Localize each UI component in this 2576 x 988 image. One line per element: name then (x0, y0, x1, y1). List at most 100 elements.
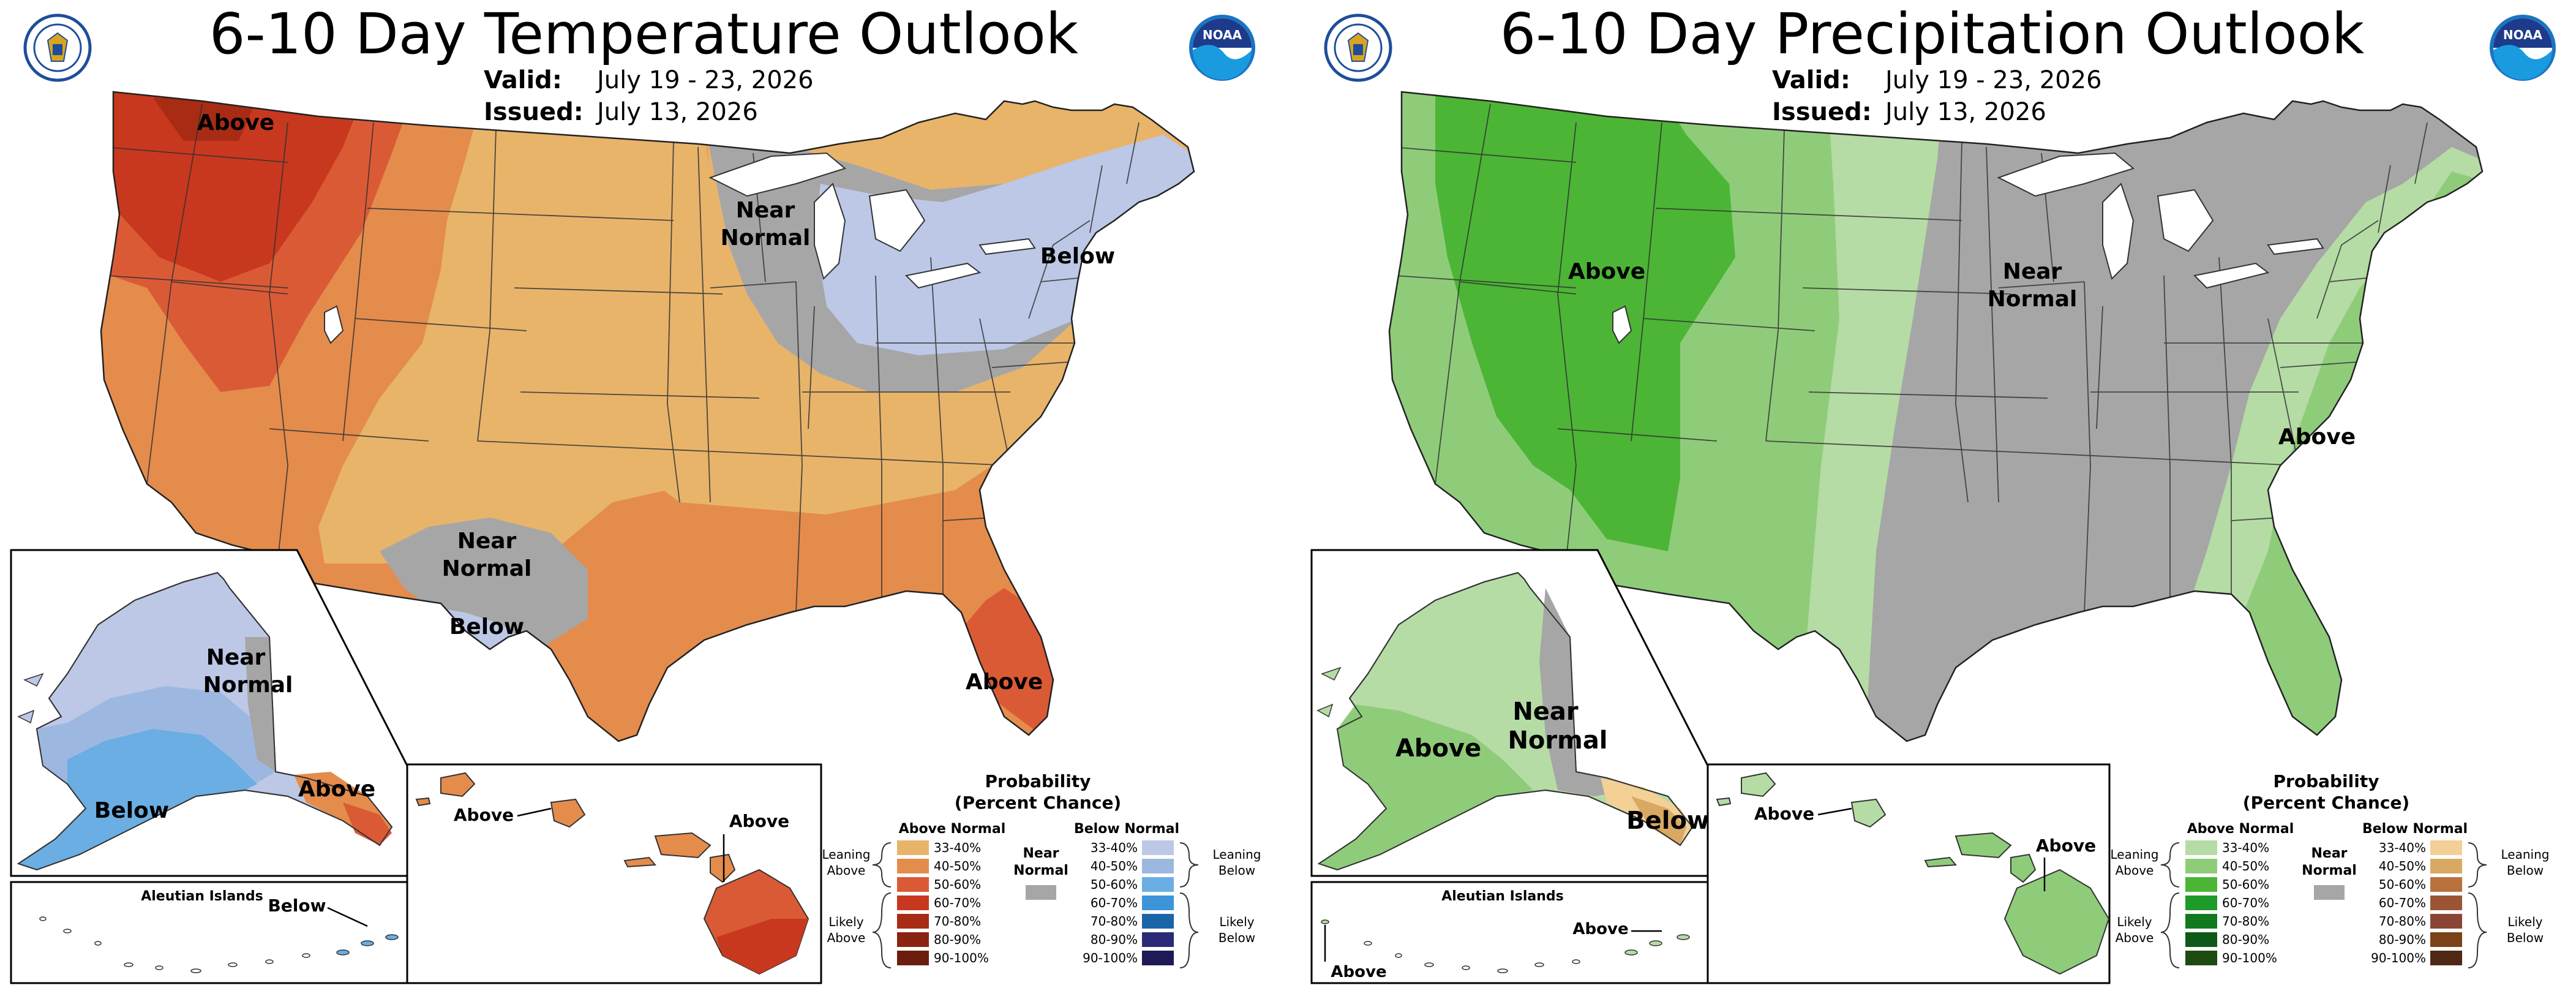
alaska-inset: Near Normal Below Above (10, 549, 408, 877)
label-hi-above-left: Above (454, 805, 514, 825)
legend-below-header: Below Normal (2362, 821, 2468, 837)
swatch-above-50-60 (2185, 877, 2217, 892)
bin-label: 80-90% (934, 932, 981, 947)
legend-subheading: (Percent Chance) (955, 793, 1121, 813)
bin-label: 60-70% (934, 896, 981, 910)
legend-normal: Normal (2302, 863, 2357, 878)
valid-value: July 19 - 23, 2026 (1885, 66, 2102, 94)
temperature-legend-below-groups: Leaning Below Likely Below (1213, 847, 1261, 945)
swatch-below-50-60 (2430, 877, 2462, 892)
bin-label: 50-60% (1091, 877, 1138, 892)
legend-likely: Likely (1219, 914, 1254, 929)
legend-leaning-above: Above (2116, 863, 2154, 878)
bin-label: 80-90% (2222, 932, 2269, 947)
swatch-above-90-100 (897, 951, 929, 965)
noaa-logo-icon: NOAA (1189, 15, 1255, 81)
bin-label: 60-70% (1091, 896, 1138, 910)
precipitation-legend-above-groups: Leaning Above Likely Above (2111, 847, 2159, 945)
temperature-title: 6-10 Day Temperature Outlook (209, 1, 1079, 67)
alaska-inset: Above Near Normal Below (1310, 549, 1710, 877)
bin-label: 60-70% (2222, 896, 2269, 910)
legend-likely-above: Above (2116, 930, 2154, 945)
legend-subheading: (Percent Chance) (2243, 793, 2409, 813)
label-ak-below: Below (1626, 807, 1710, 835)
swatch-below-40-50 (2430, 859, 2462, 873)
label-ak-normal: Normal (1508, 726, 1607, 755)
precipitation-legend-below-swatches (2430, 840, 2462, 965)
great-lakes (324, 152, 1036, 344)
aleutian-inset: Aleutian Islands Below (10, 881, 408, 984)
label-hi-above-right: Above (2036, 835, 2096, 856)
label-ak-below: Below (94, 798, 169, 823)
issued-label: Issued: (1772, 98, 1872, 126)
legend-likely-below: Below (1219, 930, 1255, 945)
swatch-above-33-40 (2185, 840, 2217, 855)
state-borders (103, 104, 1164, 613)
swatch-above-70-80 (897, 914, 929, 929)
bin-label: 70-80% (1091, 914, 1138, 929)
label-fl-above: Above (966, 669, 1043, 695)
swatch-above-40-50 (897, 859, 929, 873)
swatch-above-40-50 (2185, 859, 2217, 873)
noaa-logo-icon: NOAA (2490, 15, 2556, 81)
aleutian-title: Aleutian Islands (1441, 889, 1564, 904)
precipitation-map: Above Near Normal Above Above Near Norma… (1310, 91, 2549, 984)
bin-label: 70-80% (2222, 914, 2269, 929)
legend-likely-below: Below (2507, 930, 2544, 945)
temperature-valid-line: Valid: July 19 - 23, 2026 (484, 66, 814, 94)
swatch-below-80-90 (2430, 932, 2462, 947)
label-ne-below: Below (1040, 244, 1115, 269)
bin-label: 70-80% (934, 914, 981, 929)
precipitation-issued-line: Issued: July 13, 2026 (1772, 98, 2046, 126)
bin-label: 33-40% (1091, 840, 1138, 855)
label-mid-near: Near (2003, 259, 2062, 284)
svg-text:NOAA: NOAA (2503, 28, 2543, 42)
temperature-issued-line: Issued: July 13, 2026 (484, 98, 758, 126)
label-ak-above: Above (298, 777, 375, 802)
legend-near: Near (1023, 846, 1059, 861)
swatch-near-normal (1026, 885, 1056, 900)
precipitation-valid-line: Valid: July 19 - 23, 2026 (1772, 66, 2102, 94)
bin-label: 50-60% (2379, 877, 2426, 892)
swatch-below-33-40 (2430, 840, 2462, 855)
label-tx-near: Near (457, 529, 517, 554)
issued-label: Issued: (484, 98, 584, 126)
precipitation-outlook-panel: 6-10 Day Precipitation Outlook Valid: Jul… (1288, 0, 2576, 988)
precipitation-legend-below-bins: 33-40% 40-50% 50-60% 60-70% 70-80% 80-90… (2371, 840, 2426, 965)
valid-label: Valid: (484, 66, 562, 94)
swatch-below-90-100 (1142, 951, 1174, 965)
legend-leaning: Leaning (1213, 847, 1261, 862)
legend-likely-above: Above (827, 930, 866, 945)
aleutian-inset: Aleutian Islands Above Above (1310, 881, 1709, 984)
legend-leaning: Leaning (822, 847, 871, 862)
precipitation-legend: Probability (Percent Chance) Above Norma… (2111, 771, 2549, 968)
temperature-legend-above-swatches (897, 840, 929, 965)
temperature-outlook-panel: 6-10 Day Temperature Outlook Valid: July … (10, 1, 1261, 984)
label-aleutian-below: Below (268, 896, 326, 916)
bin-label: 80-90% (2379, 932, 2426, 947)
swatch-below-40-50 (1142, 859, 1174, 873)
temperature-map: Above Near Normal Below Near Normal Belo… (10, 91, 1261, 984)
commerce-seal-icon (23, 13, 92, 82)
valid-label: Valid: (1772, 66, 1850, 94)
bin-label: 33-40% (934, 840, 981, 855)
legend-leaning-above: Above (827, 863, 866, 878)
issued-value: July 13, 2026 (1885, 98, 2046, 126)
swatch-below-60-70 (1142, 896, 1174, 910)
bin-label: 70-80% (2379, 914, 2426, 929)
bin-label: 50-60% (934, 877, 981, 892)
temperature-legend: Probability (Percent Chance) Above Norma… (822, 771, 1261, 968)
bin-label: 90-100% (2222, 951, 2277, 965)
bin-label: 80-90% (1091, 932, 1138, 947)
swatch-above-60-70 (897, 896, 929, 910)
label-se-above: Above (2278, 424, 2356, 450)
label-ak-near: Near (1512, 698, 1579, 726)
issued-value: July 13, 2026 (597, 98, 758, 126)
legend-heading: Probability (985, 771, 1091, 791)
legend-leaning-below: Below (1219, 863, 1255, 878)
swatch-near-normal (2314, 885, 2345, 900)
legend-above-header: Above Normal (2187, 821, 2294, 837)
bin-label: 33-40% (2379, 840, 2426, 855)
swatch-below-70-80 (2430, 914, 2462, 929)
bin-label: 33-40% (2222, 840, 2269, 855)
